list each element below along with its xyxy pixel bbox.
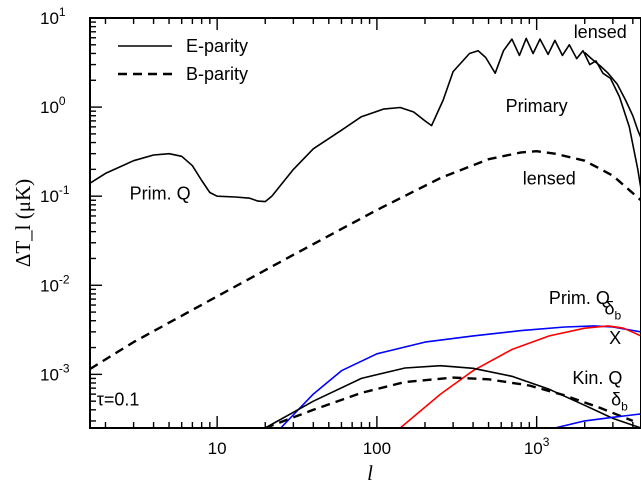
x-tick-label: 100 — [363, 439, 391, 458]
x-tick-label: 10 — [208, 439, 227, 458]
annotation: Kin. Q — [572, 368, 622, 388]
annotation: Primary — [506, 96, 568, 116]
annotation: Prim. Q — [130, 183, 191, 203]
plot-frame — [89, 17, 641, 429]
series-line-1 — [584, 51, 641, 139]
legend-label: B-parity — [186, 64, 248, 84]
series-line-4 — [399, 325, 641, 428]
y-axis-label: ΔT_l (μK) — [11, 179, 35, 267]
annotation: δb — [605, 298, 622, 322]
series-layer — [90, 37, 641, 428]
series-line-5 — [264, 364, 641, 428]
annotation: Prim. Q — [549, 288, 610, 308]
y-tick-label: 10-1 — [40, 183, 70, 206]
y-tick-label: 100 — [40, 94, 66, 117]
annotation: lensed — [574, 22, 627, 42]
series-line-0 — [90, 37, 641, 203]
series-line-6 — [264, 376, 634, 428]
x-tick-label: 103 — [524, 435, 550, 458]
legend: E-parity B-parity — [118, 36, 248, 84]
y-tick-label: 10-3 — [40, 361, 70, 384]
series-line-2 — [90, 150, 641, 371]
series-line-7 — [554, 413, 641, 428]
annotations-layer: lensed Primary lensed Prim. Q Prim. Q Kin. Q τ… — [97, 22, 628, 413]
annotation: lensed — [523, 169, 576, 189]
legend-label: E-parity — [186, 36, 248, 56]
annotation: τ=0.1 — [97, 389, 140, 409]
annotation: X — [609, 328, 621, 348]
y-tick-label: 10-2 — [40, 272, 70, 295]
ticks-layer — [90, 18, 634, 428]
y-tick-label: 101 — [40, 5, 66, 28]
annotation: δb — [611, 389, 628, 413]
x-axis-label: l — [367, 461, 373, 485]
